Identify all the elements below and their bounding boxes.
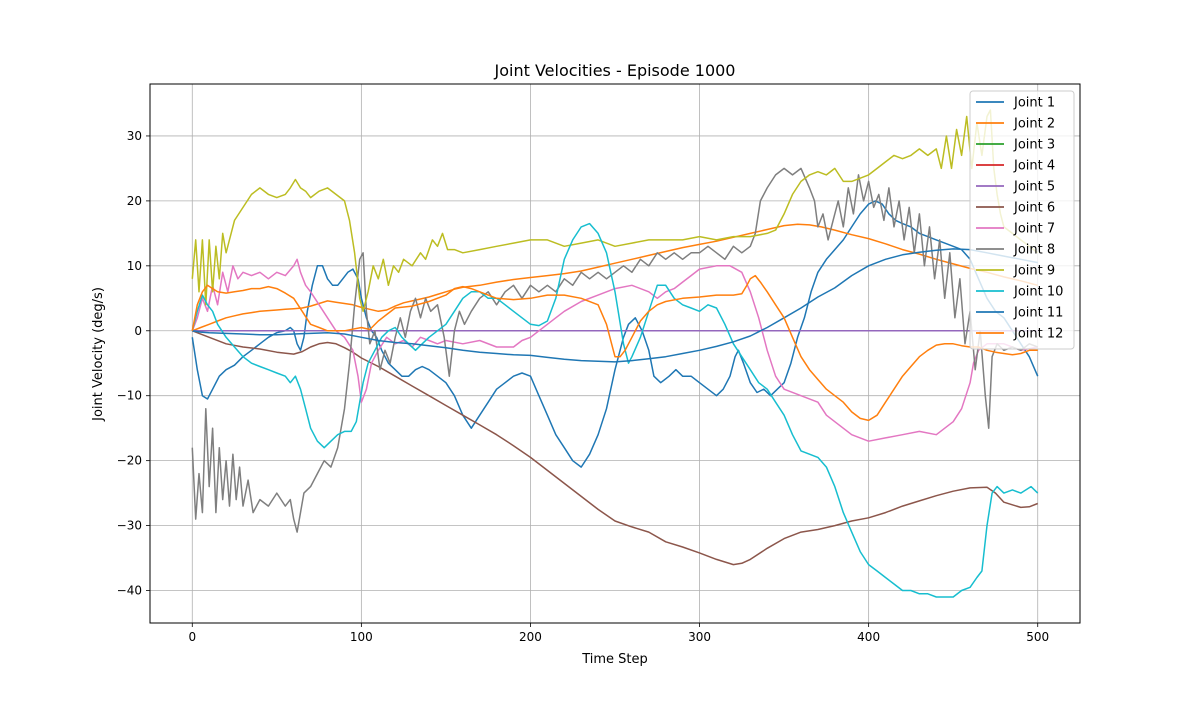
series-line-joint-8 <box>191 167 1038 533</box>
x-tick-label: 400 <box>857 630 880 644</box>
y-axis-label: Joint Velocity (deg/s) <box>91 287 106 422</box>
series-line-joint-1 <box>191 200 1039 468</box>
legend-label: Joint 8 <box>1013 243 1055 258</box>
y-tick-label: 0 <box>134 324 142 338</box>
y-tick-label: −40 <box>117 584 142 598</box>
legend: Joint 1 Joint 2 Joint 3 Joint 4 Joint 5 Joint… <box>969 90 1075 350</box>
legend-label: Joint 1 <box>1013 96 1055 111</box>
plot-area <box>150 84 1080 623</box>
x-tick-label: 0 <box>188 630 196 644</box>
series-line-joint-2 <box>192 223 1038 332</box>
plot-frame <box>149 83 1081 624</box>
series-line-joint-11 <box>192 248 1038 363</box>
legend-label: Joint 7 <box>1013 222 1055 237</box>
y-tick-label: −30 <box>117 519 142 533</box>
y-tick-label: −10 <box>117 389 142 403</box>
legend-label: Joint 12 <box>1013 327 1063 342</box>
legend-label: Joint 9 <box>1013 264 1055 279</box>
legend-label: Joint 5 <box>1013 180 1055 195</box>
y-tick-label: 30 <box>127 129 142 143</box>
series-line-joint-10 <box>191 222 1039 598</box>
series-line-joint-7 <box>191 258 1038 442</box>
legend-box <box>969 90 1075 350</box>
x-tick-label: 100 <box>350 630 373 644</box>
legend-label: Joint 6 <box>1013 201 1055 216</box>
series-line-joint-6 <box>192 330 1038 566</box>
x-axis-label: Time Step <box>581 652 648 667</box>
chart-title: Joint Velocities - Episode 1000 <box>494 61 736 80</box>
legend-label: Joint 10 <box>1013 285 1063 300</box>
legend-label: Joint 11 <box>1013 306 1063 321</box>
x-tick-label: 200 <box>519 630 542 644</box>
series-line-joint-9 <box>191 109 1039 313</box>
y-tick-label: −20 <box>117 454 142 468</box>
x-tick-label: 500 <box>1026 630 1049 644</box>
y-tick-label: 10 <box>127 259 142 273</box>
x-tick-label: 300 <box>688 630 711 644</box>
legend-label: Joint 3 <box>1013 138 1055 153</box>
legend-label: Joint 4 <box>1013 159 1055 174</box>
series-line-joint-12 <box>191 274 1038 422</box>
axis-ticks: 0 100 200 300 400 500 −40 −30 −20 −10 0 10 20 30 <box>117 129 1050 644</box>
series-lines <box>191 109 1039 598</box>
y-tick-label: 20 <box>127 194 142 208</box>
legend-label: Joint 2 <box>1013 117 1055 132</box>
